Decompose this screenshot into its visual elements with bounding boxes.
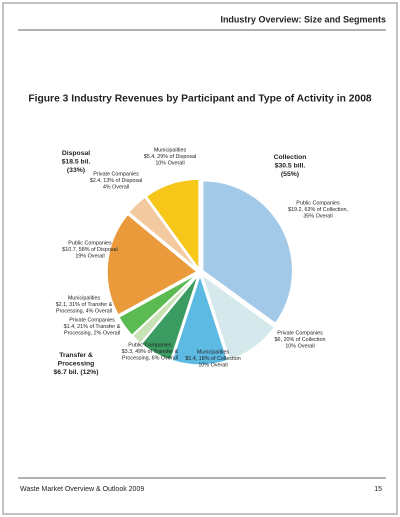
slice-label: 19% Overall: [75, 254, 104, 260]
group-label: Transfer &: [59, 352, 93, 359]
slice-label: 4% Overall: [103, 185, 129, 191]
slice-label: $5.4, 29% of Disposal: [144, 154, 196, 160]
slice-label: Public Companies: [296, 200, 340, 206]
slice-label: Public Companies: [128, 342, 172, 348]
slice-label: Processing, 6% Overall: [122, 356, 178, 362]
pie-slice: [106, 213, 199, 317]
group-label: Collection: [274, 154, 307, 161]
slice-label: $5.4, 18% of Collection: [185, 356, 240, 362]
slice-label: $6, 20% of Collection: [275, 337, 326, 343]
figure-title: Figure 3 Industry Revenues by Participan…: [28, 94, 372, 105]
slice-label: 10% Overall: [155, 161, 184, 167]
slice-label: Municipalities: [197, 349, 230, 355]
slice-label: 35% Overall: [303, 214, 332, 220]
group-label: (55%): [281, 171, 299, 178]
slice-label: $1.4, 21% of Transfer &: [64, 324, 121, 330]
slice-label: 10% Overall: [198, 363, 227, 369]
slice-label: Processing, 2% Overall: [64, 331, 120, 337]
group-label: Disposal: [62, 150, 90, 157]
group-label: $30.5 bill.: [275, 162, 306, 169]
slice-label: Municipalities: [68, 295, 101, 301]
header-title: Industry Overview: Size and Segments: [220, 14, 386, 24]
pie-slice: [117, 273, 199, 337]
pie-slice: [140, 274, 200, 362]
pie-slice: [145, 178, 200, 272]
pie-slice: [201, 179, 294, 325]
group-label: $18.5 bil.: [62, 158, 91, 165]
page-number: 15: [374, 486, 382, 493]
group-label: $6.7 bil. (12%): [54, 369, 99, 376]
slice-label: $2.4, 13% of Disposal: [90, 178, 142, 184]
slice-label: Private Companies: [277, 330, 323, 336]
slice-label: $2.1, 31% of Transfer &: [56, 302, 113, 308]
pie-slice: [127, 195, 199, 271]
slice-label: Municipalities: [154, 147, 187, 153]
slice-label: Private Companies: [69, 317, 115, 323]
slice-label: $10.7, 58% of Disposal: [62, 247, 117, 253]
group-label: Processing: [58, 360, 95, 367]
slice-label: Public Companies: [68, 240, 112, 246]
slice-label: $3.3, 49% of Transfer &: [122, 349, 179, 355]
pie-slice: [200, 272, 276, 361]
slice-label: Private Companies: [93, 171, 139, 177]
slice-label: Processing, 4% Overall: [56, 309, 112, 315]
group-label: (33%): [67, 167, 85, 174]
footer-text: Waste Market Overview & Outlook 2009: [20, 486, 144, 493]
slice-label: $19.2, 63% of Collection,: [288, 207, 348, 213]
pie-slice: [171, 272, 229, 366]
slice-label: 10% Overall: [285, 344, 314, 350]
